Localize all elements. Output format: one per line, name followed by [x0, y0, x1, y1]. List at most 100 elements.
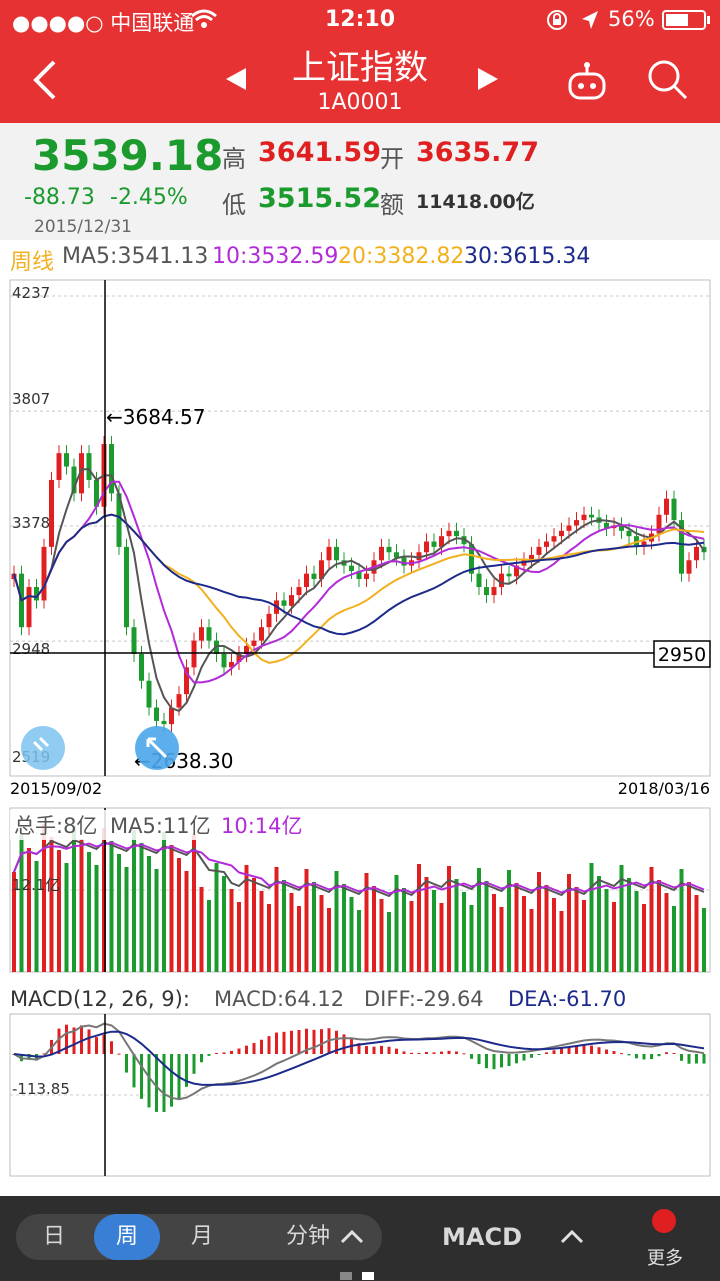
macd-histogram-bar: [170, 1054, 173, 1107]
macd-histogram-bar: [80, 1025, 83, 1054]
kline-chart[interactable]: 4237 3807 3378 2948 2519 2950 ←3684.57 ←…: [0, 276, 720, 806]
candle-body: [484, 587, 489, 596]
macd-histogram-bar: [620, 1053, 623, 1055]
macd-histogram-bar: [680, 1054, 683, 1061]
macd-histogram-bar: [387, 1046, 391, 1054]
macd-histogram-bar: [575, 1046, 578, 1054]
expand-left-button[interactable]: [21, 726, 65, 770]
candle-body: [619, 525, 624, 531]
tab-day[interactable]: 日: [42, 1224, 65, 1249]
back-button[interactable]: [28, 58, 62, 106]
candle-body: [686, 560, 692, 574]
robot-icon[interactable]: [566, 60, 608, 106]
prev-index-button[interactable]: [224, 66, 248, 96]
macd-histogram-bar: [365, 1046, 368, 1054]
chevron-up-icon[interactable]: [340, 1228, 364, 1248]
search-icon[interactable]: [646, 58, 690, 106]
candle-body: [154, 707, 159, 721]
candle-body: [431, 541, 437, 547]
open-label: 开: [380, 145, 404, 173]
candle-body: [694, 546, 699, 561]
macd-histogram-bar: [192, 1054, 196, 1074]
volume-bar: [327, 908, 331, 972]
macd-chart[interactable]: MACD(12, 26, 9): MACD:64.12 DIFF:-29.64 …: [0, 976, 720, 1184]
amount-label: 额: [380, 191, 404, 219]
tab-week[interactable]: 周: [94, 1214, 160, 1260]
volume-bar: [147, 856, 151, 972]
macd-histogram-bar: [500, 1054, 503, 1068]
candle-body: [169, 707, 174, 725]
candle-body: [536, 546, 542, 555]
candle-body: [191, 640, 197, 668]
volume-bar: [19, 835, 24, 972]
volume-bar: [27, 848, 31, 972]
candle-body: [664, 498, 669, 515]
volume-chart[interactable]: 总手:8亿 MA5:11亿 10:14亿 12.1亿: [0, 806, 720, 976]
volume-bar: [364, 873, 369, 972]
macd-histogram-bar: [672, 1052, 676, 1054]
more-dot-icon[interactable]: [651, 1208, 677, 1238]
volume-ma10-line: [13, 841, 705, 895]
volume-bar: [184, 871, 189, 972]
macd-histogram-bar: [492, 1054, 496, 1070]
macd-histogram-bar: [372, 1046, 376, 1054]
candle-body: [349, 565, 354, 571]
nav-bar: 上证指数 1A0001: [0, 40, 720, 123]
volume-bar: [42, 824, 46, 972]
tab-month[interactable]: 月: [190, 1224, 213, 1249]
volume-bar: [634, 891, 639, 972]
candle-body: [79, 453, 84, 494]
candle-body: [259, 627, 264, 641]
volume-bar: [94, 865, 99, 972]
candle-body: [551, 536, 557, 542]
volume-bar: [349, 897, 354, 972]
tab-minute[interactable]: 分钟: [285, 1224, 330, 1249]
macd-histogram-bar: [485, 1054, 488, 1069]
volume-bar: [49, 837, 54, 972]
macd-histogram-bar: [155, 1054, 158, 1112]
candle-body: [394, 552, 399, 558]
volume-bar: [439, 903, 444, 972]
candle-body: [461, 536, 467, 545]
macd-histogram-bar: [597, 1047, 601, 1054]
indicator-button[interactable]: MACD: [442, 1223, 522, 1251]
period-label[interactable]: 周线: [10, 250, 55, 275]
volume-bar: [484, 881, 489, 972]
next-index-button[interactable]: [476, 66, 500, 96]
macd-histogram-bar: [665, 1052, 668, 1054]
candle-body: [281, 600, 287, 606]
candle-body: [236, 653, 242, 663]
macd-histogram-bar: [545, 1052, 548, 1054]
fullscreen-button[interactable]: [135, 726, 179, 770]
candle-body: [296, 587, 302, 596]
macd-histogram-bar: [117, 1053, 121, 1055]
volume-bar: [64, 863, 69, 972]
candle-body: [446, 530, 452, 537]
volume-bar: [507, 870, 511, 972]
volume-bar: [499, 907, 504, 972]
candle-body: [514, 565, 519, 577]
volume-bar: [139, 843, 144, 972]
candle-body: [671, 498, 677, 521]
macd-title: MACD(12, 26, 9):: [10, 987, 190, 1011]
battery-icon: [662, 10, 712, 36]
period-selector: [16, 1214, 382, 1260]
candle-body: [589, 514, 594, 518]
macd-histogram-bar: [260, 1039, 263, 1054]
macd-histogram-bar: [132, 1054, 136, 1088]
macd-histogram-bar: [657, 1054, 661, 1057]
macd-histogram-bar: [582, 1045, 586, 1054]
volume-bar: [304, 869, 309, 972]
volume-bar: [252, 878, 256, 972]
more-button[interactable]: 更多: [647, 1248, 683, 1269]
indicator-chevron-up-icon[interactable]: [560, 1228, 584, 1248]
macd-histogram-bar: [27, 1054, 31, 1060]
macd-histogram-bar: [237, 1048, 241, 1054]
volume-bar: [229, 889, 234, 972]
volume-bar: [87, 852, 91, 972]
amount-value: 11418.00亿: [416, 191, 535, 213]
price-change-pct: -2.45%: [110, 185, 188, 210]
ma-legend: 周线 MA5:3541.13 10:3532.59 20:3382.82 30:…: [0, 240, 720, 276]
volume-bar: [597, 876, 601, 972]
candle-body: [161, 720, 167, 725]
